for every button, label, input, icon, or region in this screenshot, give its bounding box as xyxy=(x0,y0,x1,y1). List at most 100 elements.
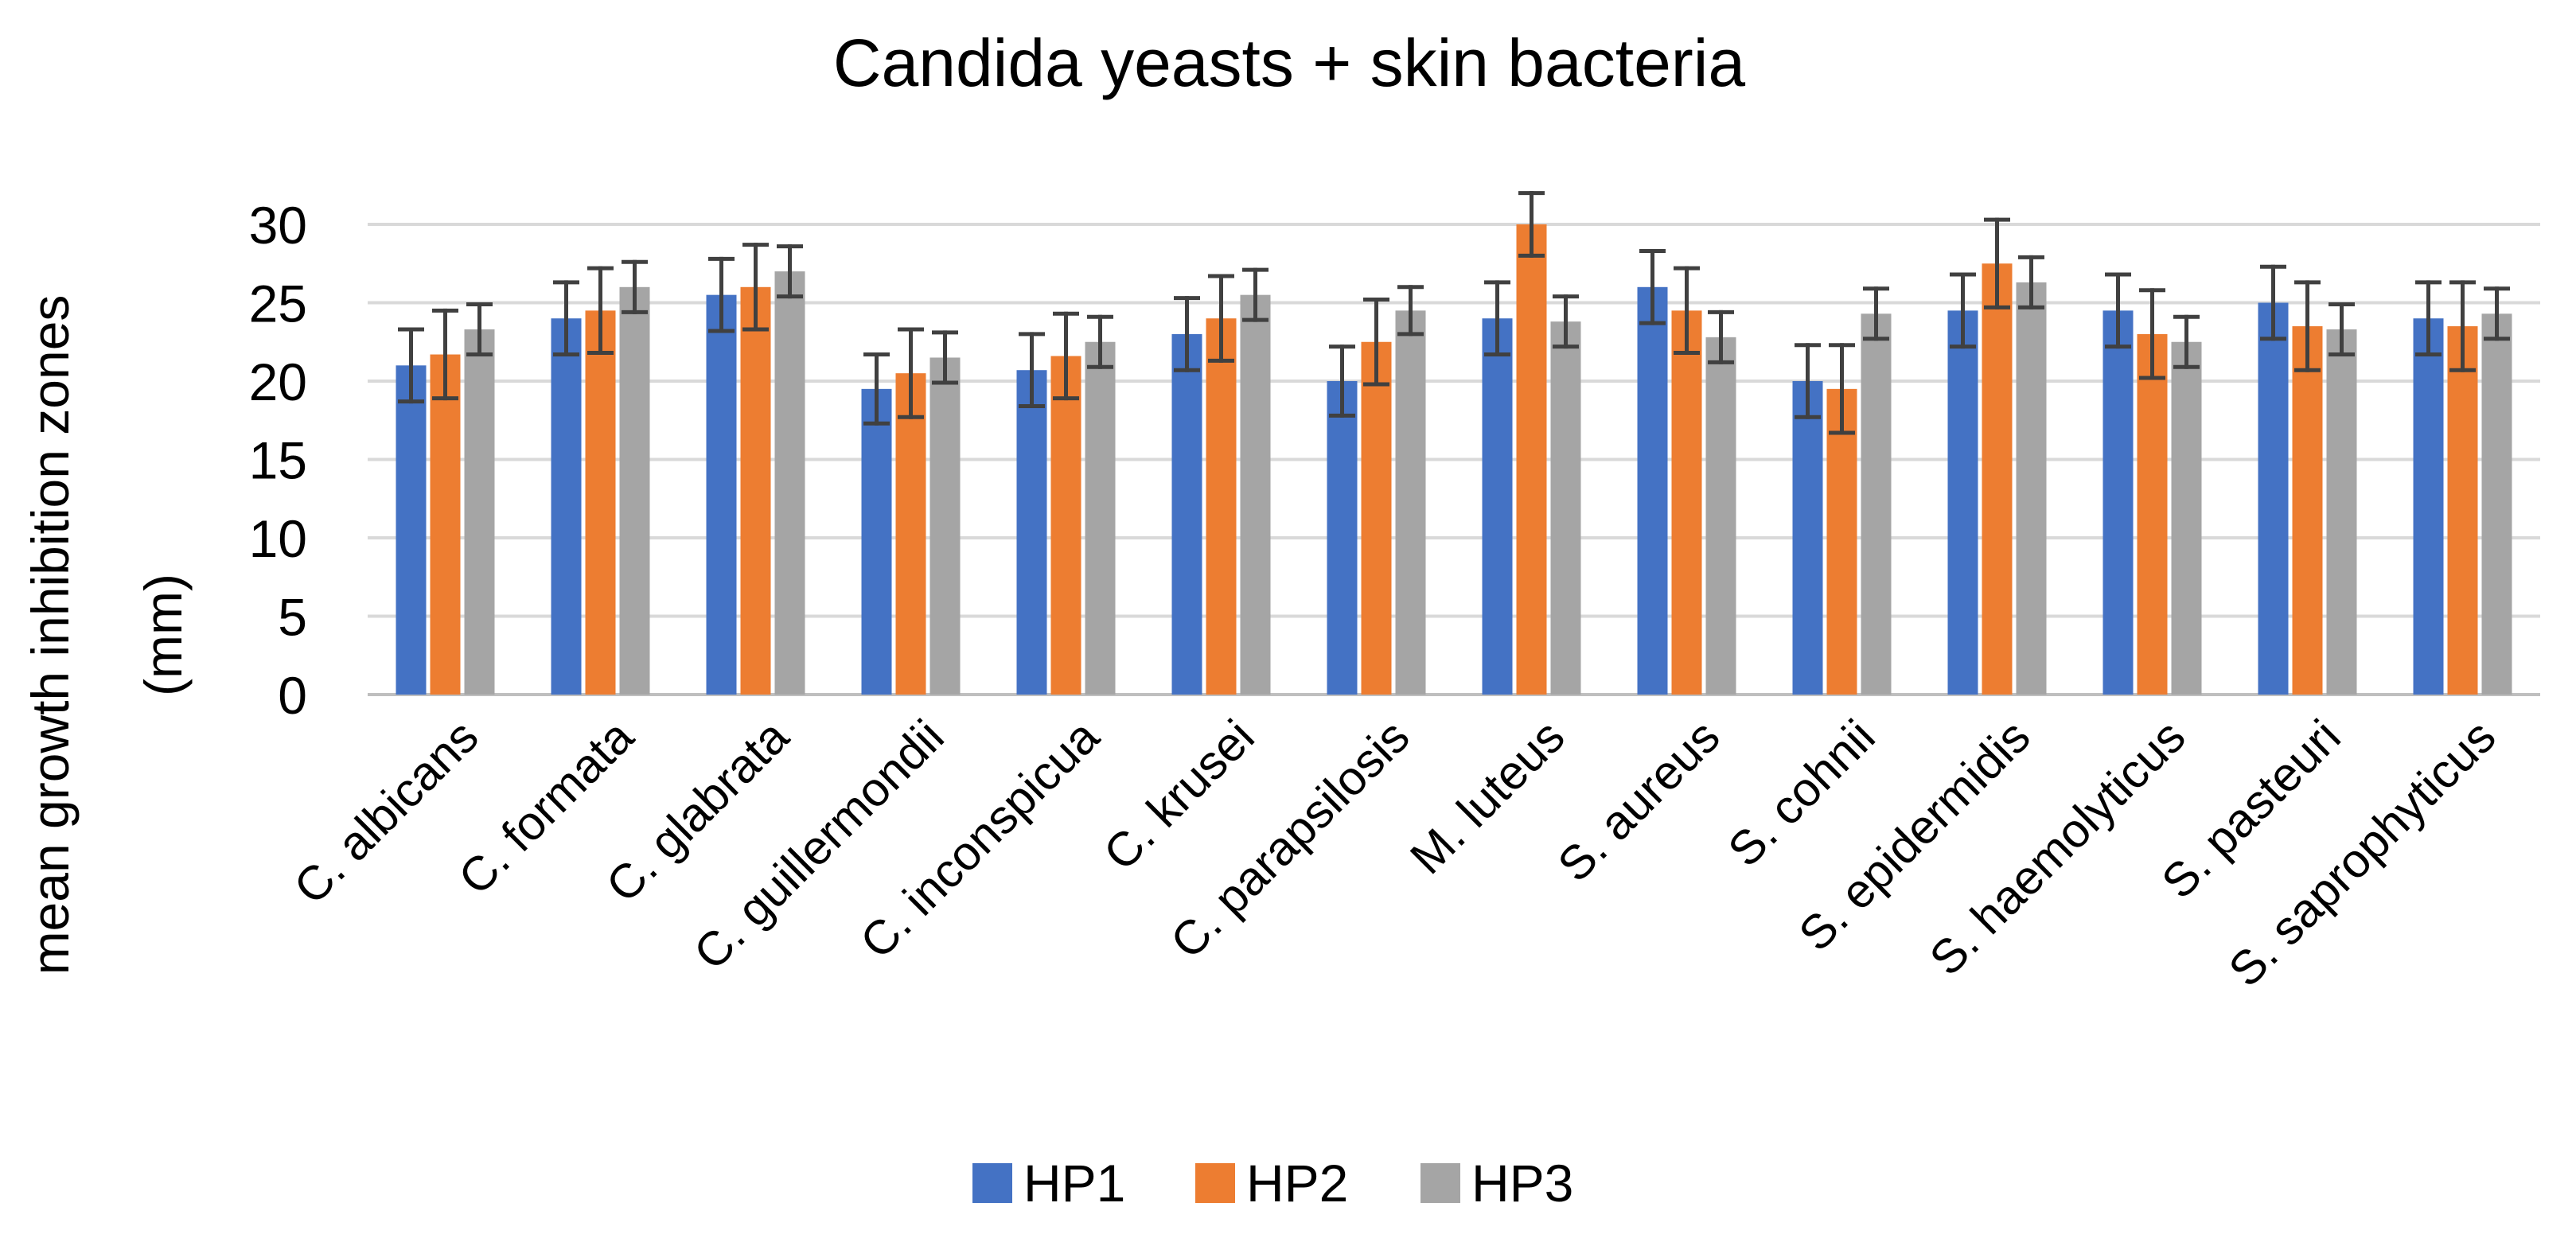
error-bar xyxy=(932,330,958,385)
error-bar xyxy=(898,327,924,419)
bar-hp2 xyxy=(1982,263,2013,695)
bar-hp1 xyxy=(1482,318,1513,695)
error-bar xyxy=(2415,280,2442,357)
legend-item-hp2: HP2 xyxy=(1195,1154,1348,1213)
error-bar xyxy=(1242,267,1269,322)
bar-hp2 xyxy=(1516,224,1547,695)
bar-hp3 xyxy=(1705,337,1736,695)
error-bar xyxy=(553,280,579,357)
error-bar xyxy=(1087,314,1113,369)
bar-hp3 xyxy=(929,357,961,695)
error-bar xyxy=(1518,191,1545,258)
bar-hp1 xyxy=(2413,318,2444,695)
bar-hp1 xyxy=(551,318,582,695)
chart-title: Candida yeasts + skin bacteria xyxy=(833,25,1746,100)
x-tick-label: M. luteus xyxy=(1400,710,1575,885)
error-bar xyxy=(1950,272,1976,349)
error-bar xyxy=(2105,272,2131,349)
bar-hp1 xyxy=(1016,370,1047,695)
error-bar xyxy=(1708,309,1734,364)
legend-swatch xyxy=(1421,1163,1460,1203)
y-tick-label: 5 xyxy=(278,588,307,647)
error-bar xyxy=(398,327,424,404)
bar-hp3 xyxy=(1861,313,1892,695)
error-bar xyxy=(1863,286,1889,341)
error-bar xyxy=(742,243,769,332)
bar-hp1 xyxy=(396,365,427,695)
error-bar xyxy=(1674,266,1700,356)
bar-hp3 xyxy=(1085,341,1116,695)
bar-hp3 xyxy=(1550,321,1581,695)
error-bar xyxy=(2139,288,2165,380)
y-tick-label: 10 xyxy=(249,509,307,568)
legend-label: HP2 xyxy=(1246,1154,1348,1213)
error-bar xyxy=(2260,264,2286,341)
legend: HP1 HP2 HP3 xyxy=(972,1154,1573,1213)
bar-hp3 xyxy=(1395,310,1426,695)
x-tick-label: S. aureus xyxy=(1548,710,1730,892)
bar-hp2 xyxy=(1826,388,1857,695)
y-axis-ticks: 0 5 10 15 20 25 30 xyxy=(249,196,307,725)
bar-hp1 xyxy=(1171,333,1202,695)
bar-hp2 xyxy=(2292,326,2323,695)
bar-hp2 xyxy=(1206,318,1237,695)
error-bar xyxy=(2449,280,2476,372)
bar-hp2 xyxy=(740,286,771,695)
bar-hp2 xyxy=(2447,326,2478,695)
error-bar xyxy=(1795,343,1821,419)
x-tick-label: S. saprophyticus xyxy=(2219,710,2506,997)
error-bar xyxy=(863,352,890,426)
bar-hp1 xyxy=(861,388,892,695)
y-tick-label: 0 xyxy=(278,666,307,725)
bar-hp3 xyxy=(2326,329,2357,695)
bar-hp3 xyxy=(2016,282,2047,695)
error-bar xyxy=(1553,294,1579,349)
error-bar xyxy=(2484,286,2510,341)
bar-hp2 xyxy=(1050,356,1081,695)
legend-swatch xyxy=(972,1163,1012,1203)
bar-hp1 xyxy=(706,294,737,695)
bar-hp2 xyxy=(1361,341,1392,695)
error-bar xyxy=(1329,345,1355,418)
y-tick-label: 15 xyxy=(249,431,307,490)
error-bar xyxy=(622,259,648,314)
error-bars xyxy=(398,191,2510,435)
y-axis-label-line-1: mean growth inhibition zones xyxy=(21,295,80,975)
error-bar xyxy=(1019,332,1045,409)
gridlines xyxy=(368,223,2540,696)
error-bar xyxy=(1397,285,1424,337)
bar-hp1 xyxy=(1327,381,1358,695)
legend-swatch xyxy=(1195,1163,1235,1203)
bar-hp1 xyxy=(1947,310,1978,695)
error-bar xyxy=(587,266,614,356)
error-bar xyxy=(432,308,458,401)
y-tick-label: 30 xyxy=(249,196,307,255)
bars xyxy=(396,224,2512,695)
error-bar xyxy=(2018,255,2044,309)
bar-hp2 xyxy=(895,373,926,695)
legend-item-hp1: HP1 xyxy=(972,1154,1125,1213)
error-bar xyxy=(777,244,803,299)
legend-label: HP1 xyxy=(1023,1154,1125,1213)
x-tick-label: C. albicans xyxy=(283,710,488,914)
bar-hp2 xyxy=(585,310,616,695)
error-bar xyxy=(1639,248,1666,325)
bar-hp2 xyxy=(430,354,461,695)
error-bar xyxy=(1984,217,2010,309)
bar-hp3 xyxy=(2171,341,2202,695)
bar-hp2 xyxy=(1671,310,1702,695)
bar-hp3 xyxy=(464,329,495,695)
error-bar xyxy=(1208,274,1234,363)
bar-hp1 xyxy=(1792,381,1823,695)
bar-hp3 xyxy=(2481,313,2512,695)
y-axis-label-line-2: (mm) xyxy=(134,574,193,696)
error-bar xyxy=(1053,311,1079,401)
error-bar xyxy=(1174,296,1200,372)
bar-hp3 xyxy=(774,271,805,695)
error-bar xyxy=(1363,298,1389,387)
bar-hp2 xyxy=(2137,333,2168,695)
error-bar xyxy=(2294,280,2321,372)
